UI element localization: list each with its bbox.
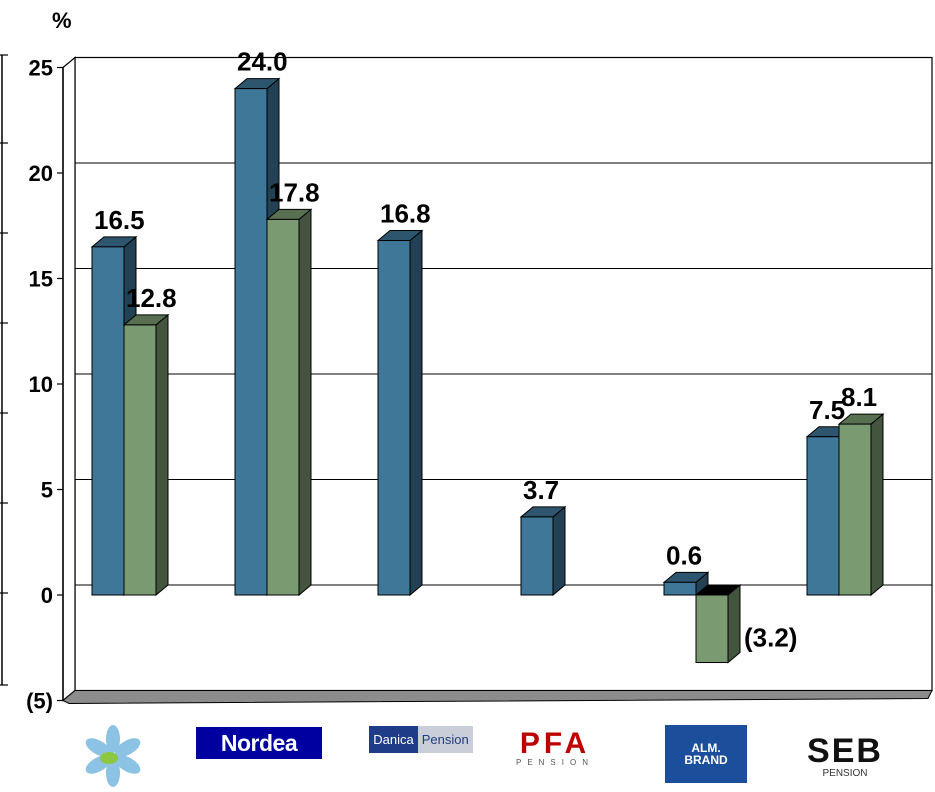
bar-side <box>552 505 566 597</box>
bar <box>837 413 885 597</box>
bar <box>519 505 567 597</box>
danica-pension-logo-text: Pension <box>417 726 473 753</box>
pfa-logo-text: PFA <box>519 726 591 760</box>
logo-pfa-pension: PFA PENSION <box>503 728 607 768</box>
bar-front <box>91 246 125 596</box>
alm-logo-text: ALM. <box>691 741 721 755</box>
bar-front <box>123 324 157 596</box>
bar-side <box>298 208 312 597</box>
bar-value-label: 7.5 <box>809 395 845 425</box>
brand-logo-text: BRAND <box>684 753 728 767</box>
logo-flower <box>80 725 146 787</box>
bar-front <box>663 581 697 596</box>
nordea-logo-text: Nordea <box>220 729 298 756</box>
y-tick-label: 0 <box>41 583 53 608</box>
bar-value-label: 3.7 <box>523 475 559 505</box>
data-labels: 16.5 24.0 16.8 3.7 0.6 7.5 12.8 17.8 (3.2) 8.1 <box>94 47 877 653</box>
bar-side <box>870 413 884 597</box>
bar-side <box>155 313 169 597</box>
bar-side <box>409 229 423 597</box>
bar-front <box>520 516 554 596</box>
bar <box>122 313 170 597</box>
logo-alm-brand: ALM. BRAND <box>665 725 747 783</box>
bar-value-label: 0.6 <box>666 540 702 570</box>
y-tick-label: 5 <box>41 478 53 503</box>
bar-front <box>806 436 840 596</box>
bar-value-label: (3.2) <box>744 623 797 653</box>
plot-frame <box>1 55 933 705</box>
bar-value-label: 12.8 <box>126 283 177 313</box>
flower-logo-icon <box>85 725 141 787</box>
bar-value-label: 16.5 <box>94 205 145 235</box>
danica-logo-text: Danica <box>369 726 418 753</box>
bar-value-label: 24.0 <box>237 47 288 77</box>
bar-value-label: 16.8 <box>380 199 431 229</box>
chart-floor <box>62 690 933 705</box>
bar-front <box>234 88 268 596</box>
y-tick-label: 15 <box>29 267 53 292</box>
bar <box>694 583 742 664</box>
logo-seb-pension: SEB PENSION <box>800 728 890 784</box>
logo-danica-pension: Danica Pension <box>366 724 476 755</box>
y-tick-label: (5) <box>26 689 53 714</box>
bar-front <box>377 240 411 596</box>
bar-value-label: 8.1 <box>841 382 877 412</box>
pfa-pension-logo-text: PENSION <box>515 757 594 767</box>
bar-front <box>695 594 729 664</box>
logo-nordea: Nordea <box>196 727 322 759</box>
y-tick-label: 10 <box>29 372 53 397</box>
seb-pension-logo-text: PENSION <box>822 767 868 779</box>
bars <box>90 77 885 664</box>
bar <box>265 208 313 597</box>
bar-side <box>727 583 741 664</box>
y-axis-unit-label: % <box>52 8 72 33</box>
y-tick-label: 20 <box>29 161 53 186</box>
y-tick-label: 25 <box>29 56 53 81</box>
side-wall <box>62 56 76 702</box>
bar-front <box>266 218 300 596</box>
y-axis: (5) 0 5 10 15 20 25 <box>0 54 64 714</box>
bar-value-label: 17.8 <box>269 177 320 207</box>
bar-front <box>838 423 872 596</box>
bar <box>376 229 424 597</box>
seb-logo-text: SEB <box>807 731 883 770</box>
